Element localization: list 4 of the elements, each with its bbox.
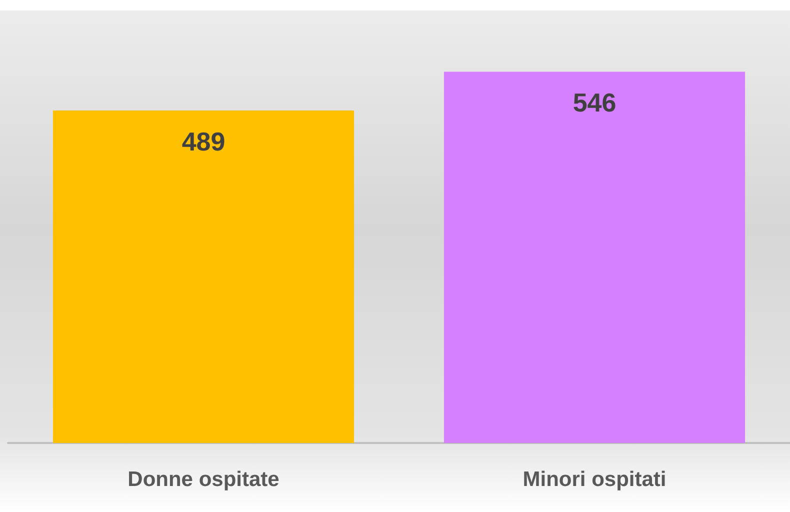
data-label: 489 [182,126,226,156]
x-tick-label: Minori ospitati [522,468,666,491]
data-label: 546 [572,88,616,118]
x-tick-label: Donne ospitate [128,468,280,491]
